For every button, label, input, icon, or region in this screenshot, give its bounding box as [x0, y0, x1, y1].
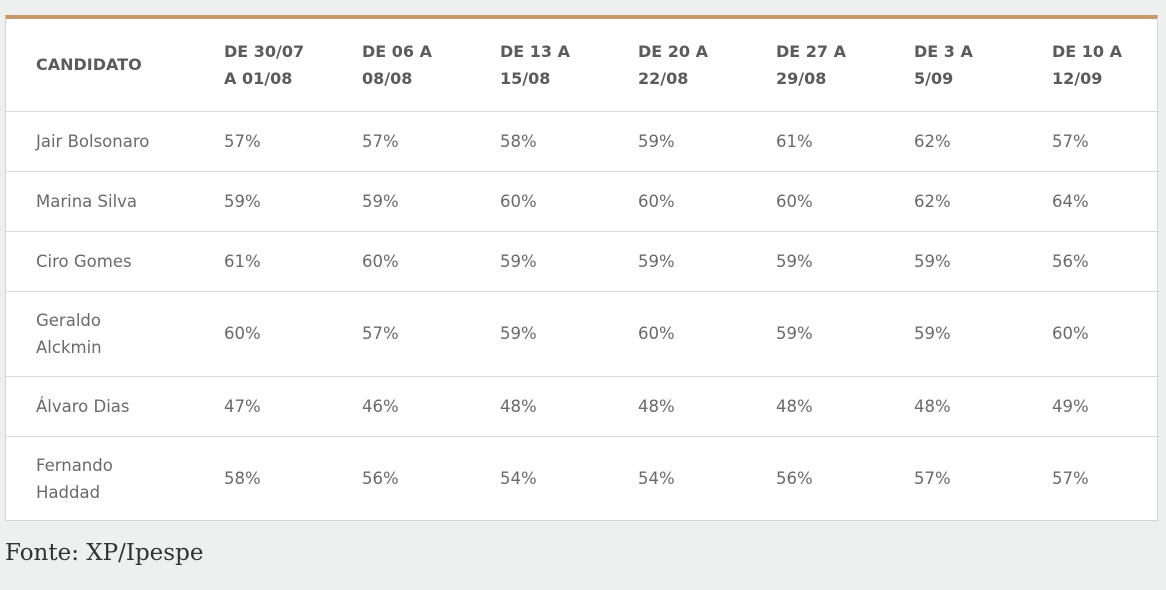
column-header: DE 10 A 12/09 — [1022, 19, 1159, 112]
table-cell: 59% — [746, 231, 884, 292]
table-cell: 54% — [500, 469, 537, 489]
column-header: DE 3 A 5/09 — [884, 19, 1022, 112]
table-cell: 60% — [746, 171, 884, 232]
table-cell: 61% — [746, 111, 884, 172]
table-cell: 48% — [608, 376, 746, 437]
table-cell: 60% — [608, 171, 746, 232]
table-cell: 59% — [470, 231, 608, 292]
table-cell: 60% — [332, 231, 470, 292]
table-cell: 59% — [194, 171, 332, 232]
table-row: Ciro Gomes 61% 60% 59% 59% 59% 59% 56% — [6, 231, 1159, 292]
table-row: Fernando Haddad 58% 56% 54% 54% 56% 57% … — [6, 436, 1159, 521]
column-header: DE 13 A 15/08 — [470, 19, 608, 112]
table-cell: 57% — [1022, 111, 1159, 172]
source-caption: Fonte: XP/Ipespe — [5, 540, 204, 566]
table-cell: 58% — [224, 469, 261, 489]
candidate-name: Ciro Gomes — [6, 231, 194, 292]
column-header: DE 27 A 29/08 — [746, 19, 884, 112]
data-table-card: CANDIDATO DE 30/07 A 01/08 DE 06 A 08/08… — [5, 15, 1159, 521]
table-cell: 48% — [746, 376, 884, 437]
column-header: DE 30/07 A 01/08 — [194, 19, 332, 112]
table-cell: 59% — [332, 171, 470, 232]
table-cell: 59% — [470, 291, 608, 377]
table-row: Jair Bolsonaro 57% 57% 58% 59% 61% 62% 5… — [6, 111, 1159, 172]
column-header: CANDIDATO — [6, 19, 194, 112]
table-cell: 60% — [470, 171, 608, 232]
table-cell: 46% — [332, 376, 470, 437]
table-cell: 64% — [1022, 171, 1159, 232]
table-cell: 60% — [194, 291, 332, 377]
candidate-name: Geraldo Alckmin — [6, 291, 194, 377]
table-cell: 62% — [884, 171, 1022, 232]
column-header: DE 20 A 22/08 — [608, 19, 746, 112]
table-cell: 57% — [194, 111, 332, 172]
column-header: DE 06 A 08/08 — [332, 19, 470, 112]
table-cell: 59% — [884, 291, 1022, 377]
table-cell: 59% — [746, 291, 884, 377]
table-cell: 61% — [194, 231, 332, 292]
candidates-table: CANDIDATO DE 30/07 A 01/08 DE 06 A 08/08… — [6, 19, 1159, 521]
table-cell: 48% — [470, 376, 608, 437]
table-cell: 62% — [884, 111, 1022, 172]
table-row: Marina Silva 59% 59% 60% 60% 60% 62% 64% — [6, 171, 1159, 232]
table-cell: 59% — [884, 231, 1022, 292]
table-cell: 48% — [884, 376, 1022, 437]
table-header-row: CANDIDATO DE 30/07 A 01/08 DE 06 A 08/08… — [6, 19, 1159, 112]
table-cell: 57% — [332, 291, 470, 377]
table-cell: 58% — [470, 111, 608, 172]
table-row: Álvaro Dias 47% 46% 48% 48% 48% 48% 49% — [6, 376, 1159, 437]
table-cell: 60% — [1022, 291, 1159, 377]
table-cell: 56% — [1022, 231, 1159, 292]
table-cell: 57% — [914, 469, 951, 489]
candidate-name: Fernando Haddad — [36, 455, 113, 502]
candidate-name: Jair Bolsonaro — [6, 111, 194, 172]
table-cell: 59% — [608, 111, 746, 172]
table-cell: 49% — [1022, 376, 1159, 437]
candidate-name: Marina Silva — [6, 171, 194, 232]
table-row: Geraldo Alckmin 60% 57% 59% 60% 59% 59% … — [6, 291, 1159, 377]
table-cell: 56% — [362, 469, 399, 489]
table-cell: 56% — [776, 469, 813, 489]
table-cell: 47% — [194, 376, 332, 437]
table-cell: 54% — [638, 469, 675, 489]
candidate-name: Álvaro Dias — [6, 376, 194, 437]
table-cell: 57% — [332, 111, 470, 172]
table-cell: 59% — [608, 231, 746, 292]
table-cell: 60% — [608, 291, 746, 377]
table-cell: 57% — [1052, 469, 1089, 489]
